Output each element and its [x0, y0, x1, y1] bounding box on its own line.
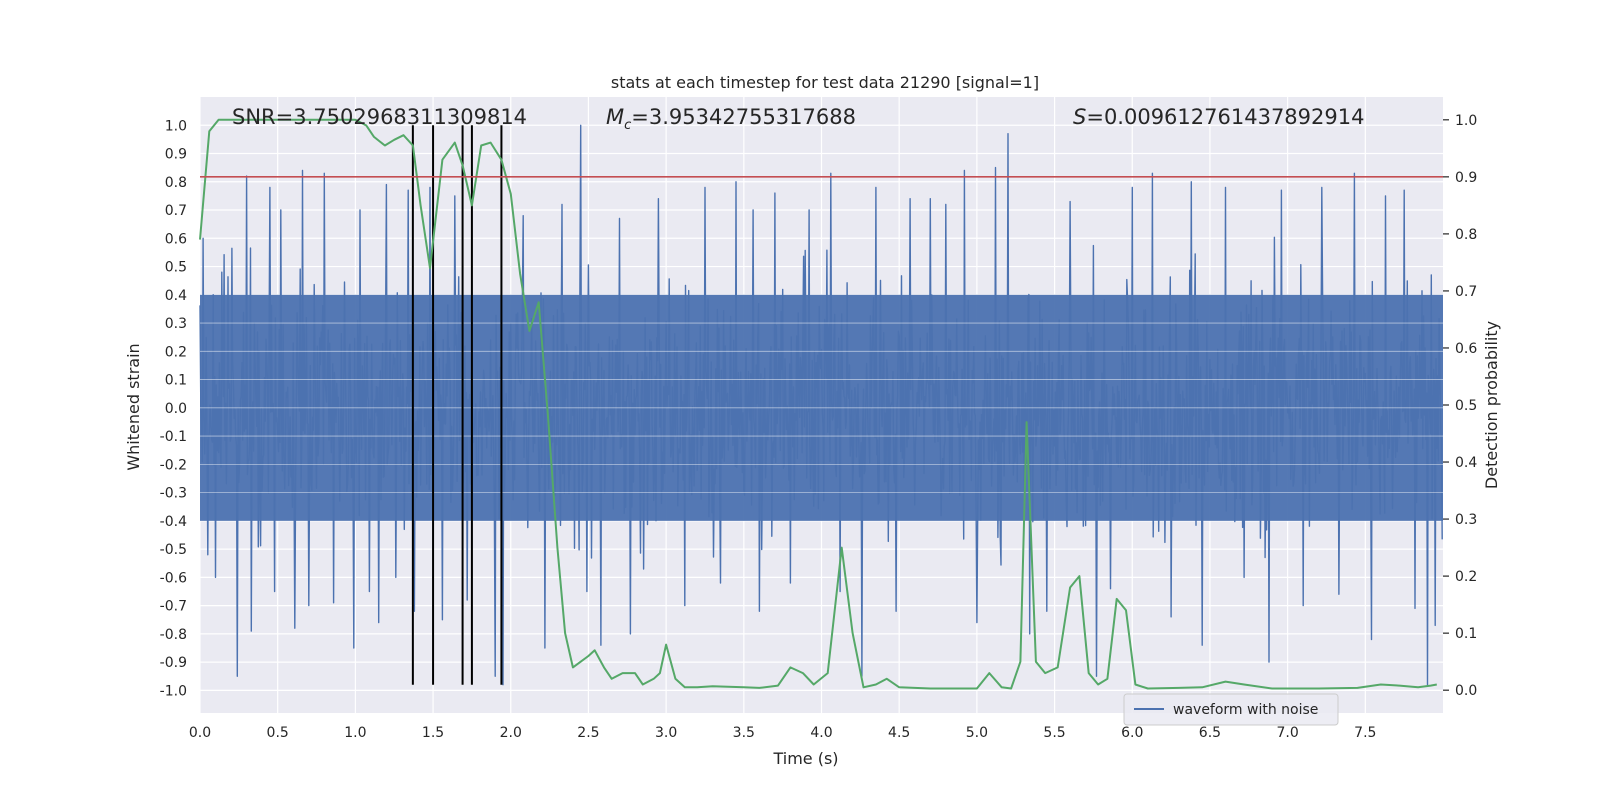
vertical-markers — [411, 125, 503, 685]
x-tick-label: 1.0 — [344, 725, 366, 741]
x-tick-label: 5.0 — [966, 725, 988, 741]
y-left-tick-label: 0.1 — [165, 373, 187, 389]
x-axis-label: Time (s) — [772, 749, 838, 768]
x-tick-label: 6.0 — [1121, 725, 1143, 741]
x-ticks: 0.0 0.5 1.0 1.5 2.0 2.5 3.0 3.5 4.0 4.5 5.0 5.5 6.0 6… — [189, 725, 1377, 741]
legend-box — [1123, 693, 1339, 726]
probability-line — [199, 118, 1437, 690]
y-right-tick-label: 0.0 — [1455, 683, 1477, 699]
y-left-tick-label: -0.4 — [160, 514, 187, 530]
y-right-tick-label: 0.5 — [1455, 398, 1477, 414]
y-left-tick-label: 0.6 — [165, 231, 187, 247]
y-right-tick-label: 0.2 — [1455, 569, 1477, 585]
y-left-axis-label: Whitened strain — [124, 343, 143, 470]
legend: waveform with noise — [1123, 693, 1339, 726]
y-right-tick-label: 0.9 — [1455, 170, 1477, 186]
y-right-axis-label: Detection probability — [1482, 321, 1501, 489]
chirp-mass-annotation: Mc=3.95342755317688 — [606, 105, 856, 133]
y-left-tick-label: 0.5 — [165, 260, 187, 276]
y-left-tick-label: 1.0 — [165, 118, 187, 134]
y-right-ticks: 1.0 0.9 0.8 0.7 0.6 0.5 0.4 0.3 0.2 0.1 0.0 — [1443, 113, 1477, 699]
y-left-tick-label: -0.9 — [160, 655, 187, 671]
x-tick-label: 2.5 — [577, 725, 599, 741]
y-left-tick-label: -0.7 — [160, 599, 187, 615]
y-left-tick-label: 0.0 — [165, 401, 187, 417]
chirp-mass-subscript: c — [624, 118, 631, 133]
x-tick-label: 6.5 — [1199, 725, 1221, 741]
x-tick-label: 0.0 — [189, 725, 211, 741]
y-left-tick-label: 0.8 — [165, 175, 187, 191]
y-right-tick-label: 0.7 — [1455, 284, 1477, 300]
s-statistic-symbol: S — [1073, 105, 1086, 129]
y-right-tick-label: 0.6 — [1455, 341, 1477, 357]
x-tick-label: 5.5 — [1043, 725, 1065, 741]
x-tick-label: 7.5 — [1354, 725, 1376, 741]
y-left-tick-label: -0.6 — [160, 570, 187, 586]
chirp-mass-symbol: M — [606, 105, 624, 129]
y-left-tick-label: 0.2 — [165, 344, 187, 360]
x-tick-label: 0.5 — [267, 725, 289, 741]
probability-series — [199, 118, 1437, 690]
y-right-tick-label: 0.8 — [1455, 227, 1477, 243]
chirp-mass-value: =3.95342755317688 — [631, 105, 856, 129]
x-tick-label: 4.0 — [810, 725, 832, 741]
chart-title: stats at each timestep for test data 212… — [611, 73, 1039, 92]
y-left-tick-label: -1.0 — [160, 683, 187, 699]
y-left-tick-label: -0.1 — [160, 429, 187, 445]
y-right-tick-label: 0.3 — [1455, 512, 1477, 528]
y-right-tick-label: 0.1 — [1455, 626, 1477, 642]
x-tick-label: 3.5 — [733, 725, 755, 741]
s-statistic-annotation: S=0.009612761437892914 — [1073, 105, 1364, 129]
y-left-tick-label: -0.2 — [160, 457, 187, 473]
y-left-tick-label: -0.3 — [160, 486, 187, 502]
y-left-ticks: 1.0 0.9 0.8 0.7 0.6 0.5 0.4 0.3 0.2 0.1 0.0 -0.1 -0.… — [160, 118, 187, 699]
y-right-tick-label: 0.4 — [1455, 455, 1477, 471]
x-tick-label: 3.0 — [655, 725, 677, 741]
core-grid-lines — [200, 322, 1443, 493]
x-tick-label: 7.0 — [1276, 725, 1298, 741]
y-left-tick-label: 0.9 — [165, 147, 187, 163]
legend-label-waveform: waveform with noise — [1173, 702, 1318, 718]
x-tick-label: 4.5 — [888, 725, 910, 741]
y-right-tick-label: 1.0 — [1455, 113, 1477, 129]
y-left-tick-label: -0.5 — [160, 542, 187, 558]
y-left-tick-label: 0.3 — [165, 316, 187, 332]
waveform-series — [199, 124, 1443, 686]
y-left-tick-label: -0.8 — [160, 627, 187, 643]
y-left-tick-label: 0.7 — [165, 203, 187, 219]
s-statistic-value: =0.009612761437892914 — [1086, 105, 1364, 129]
y-left-tick-label: 0.4 — [165, 288, 187, 304]
x-tick-label: 1.5 — [422, 725, 444, 741]
x-tick-label: 2.0 — [500, 725, 522, 741]
snr-annotation: SNR=3.7502968311309814 — [232, 105, 527, 129]
